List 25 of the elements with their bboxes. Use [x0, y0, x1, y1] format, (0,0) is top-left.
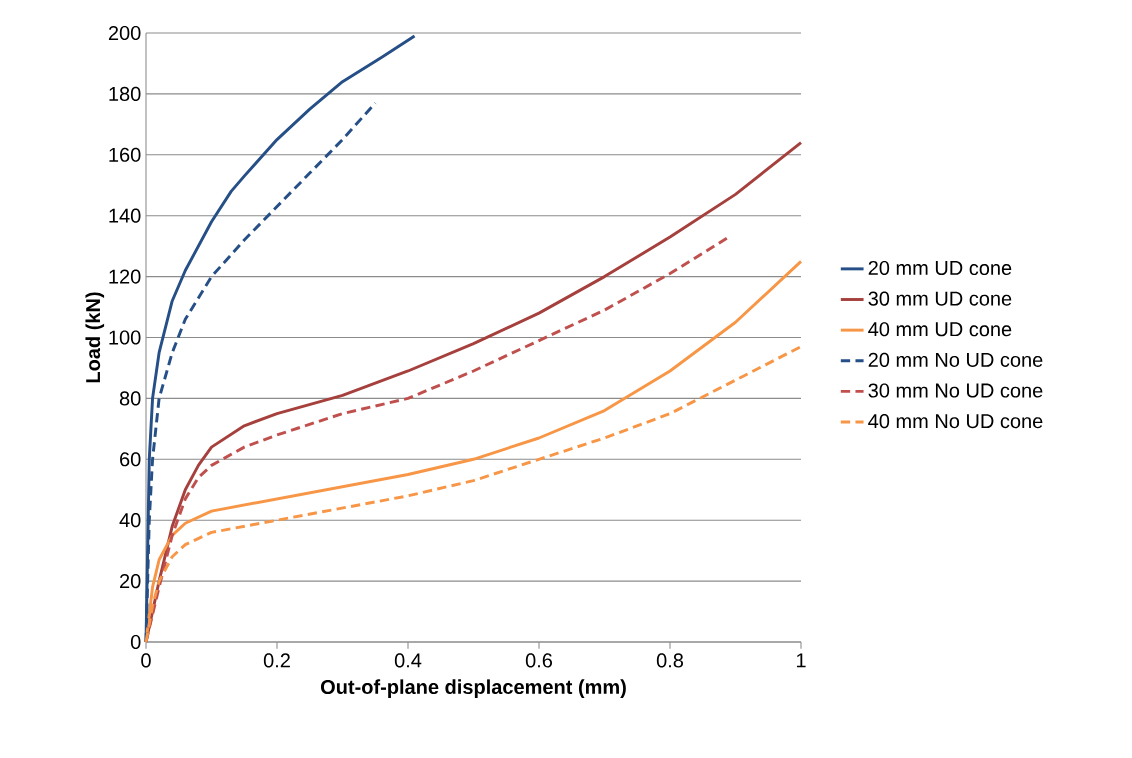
- legend-label: 20 mm UD cone: [868, 260, 1012, 276]
- y-tick-label: 40: [119, 513, 141, 528]
- y-tick-label: 180: [109, 86, 141, 101]
- y-tick-label: 120: [109, 269, 141, 284]
- y-tick-label: 20: [120, 574, 141, 589]
- x-tick-label: 0.8: [656, 653, 684, 668]
- y-tick-label: 100: [109, 330, 141, 345]
- x-tick-label: 1: [796, 653, 806, 668]
- legend-label: 30 mm No UD cone: [868, 383, 1043, 398]
- legend-label: 40 mm UD cone: [868, 322, 1012, 337]
- y-tick-label: 160: [109, 147, 141, 162]
- y-tick-label: 80: [119, 391, 141, 406]
- x-tick-label: 0: [141, 653, 151, 668]
- legend-label: 30 mm UD cone: [868, 291, 1012, 306]
- legend-label: 20 mm No UD cone: [868, 352, 1043, 367]
- x-axis-title: Out-of-plane displacement (mm): [320, 679, 626, 698]
- y-tick-label: 140: [109, 208, 141, 223]
- y-axis-title: Load (kN): [85, 292, 105, 383]
- x-tick-label: 0.2: [263, 653, 290, 668]
- y-tick-label: 0: [130, 634, 141, 650]
- x-tick-label: 0.6: [525, 653, 553, 668]
- y-tick-label: 60: [120, 452, 141, 467]
- y-tick-label: 200: [108, 25, 141, 41]
- legend-label: 40 mm No UD cone: [868, 414, 1043, 429]
- x-tick-label: 0.4: [394, 653, 422, 668]
